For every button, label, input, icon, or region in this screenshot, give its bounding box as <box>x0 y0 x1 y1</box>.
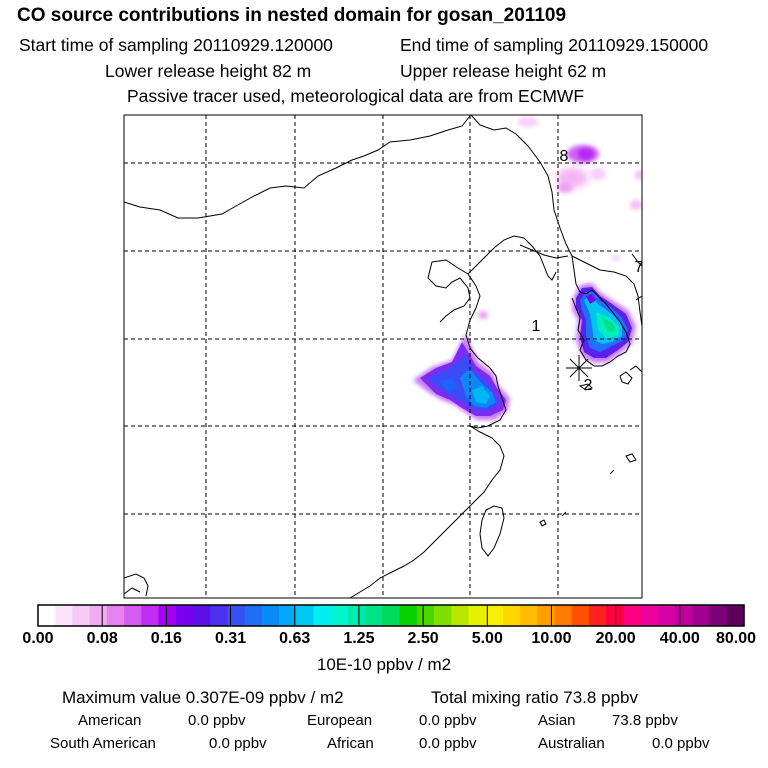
color-bar-segment <box>502 605 521 626</box>
color-bar-segment <box>106 605 125 626</box>
color-bar-segment <box>623 605 642 626</box>
color-bar-segment <box>89 605 108 626</box>
legend-tick-label: 0.63 <box>279 630 311 647</box>
color-bar-segment <box>554 605 573 626</box>
color-bar-segment <box>657 605 676 626</box>
color-bar-segment <box>537 605 556 626</box>
sampling-end-time: End time of sampling 20110929.150000 <box>400 35 709 55</box>
color-bar-segment <box>313 605 332 626</box>
color-bar-segment <box>38 605 56 626</box>
color-bar-segment <box>726 605 745 626</box>
legend-tick-label: 0.08 <box>86 630 118 647</box>
legend-tick-label: 0.00 <box>22 630 54 647</box>
color-bar-segment <box>709 605 728 626</box>
color-bar-segment <box>675 605 693 626</box>
color-bar-segment <box>227 605 246 626</box>
region-value-american: 0.0 ppbv <box>188 712 246 729</box>
color-bar-segment <box>416 605 435 626</box>
legend-tick-label: 0.31 <box>214 630 247 647</box>
color-bar-segment <box>55 605 74 626</box>
marker-label-8: 8 <box>560 148 569 165</box>
color-bar-segment <box>692 605 711 626</box>
color-bar-segment <box>175 605 194 626</box>
color-bar-segment <box>210 605 229 626</box>
map-title: CO source contributions in nested domain… <box>17 5 567 26</box>
legend-tick-label: 5.00 <box>471 630 503 647</box>
color-bar-segment <box>158 605 177 626</box>
color-bar-segment <box>72 605 91 626</box>
region-value-australian: 0.0 ppbv <box>652 735 710 752</box>
tracer-info: Passive tracer used, meteorological data… <box>127 86 585 106</box>
region-value-asian: 73.8 ppbv <box>612 712 678 729</box>
region-name-african: African <box>327 735 374 752</box>
color-bar-segment <box>571 605 590 626</box>
color-bar-segment <box>520 605 538 626</box>
color-scale-bar <box>37 604 745 627</box>
color-bar-segment <box>244 605 263 626</box>
marker-label-2: 2 <box>584 377 593 394</box>
color-bar-segment <box>589 605 607 626</box>
region-name-european: European <box>307 712 373 729</box>
color-bar-segment <box>279 605 297 626</box>
color-bar-segment <box>192 605 211 626</box>
region-name-south-american: South American <box>50 735 156 752</box>
legend-tick-label: 80.00 <box>715 630 757 647</box>
marker-label-1: 1 <box>532 318 541 335</box>
region-name-asian: Asian <box>538 712 576 729</box>
region-name-australian: Australian <box>538 735 605 752</box>
sampling-start-time: Start time of sampling 20110929.120000 <box>19 35 333 55</box>
release-site-star-marker <box>566 355 592 381</box>
graticule <box>124 115 642 598</box>
color-bar-segment <box>365 605 383 626</box>
region-value-south-american: 0.0 ppbv <box>209 735 267 752</box>
color-bar-segment <box>141 605 160 626</box>
color-bar-segment <box>485 605 504 626</box>
color-bar-segment <box>261 605 280 626</box>
plume-east-china <box>413 334 510 420</box>
map-frame <box>123 114 643 599</box>
color-bar-frame <box>37 604 745 627</box>
legend-tick-label: 20.00 <box>595 630 636 647</box>
legend-unit-label: 10E-10 ppbv / m2 <box>316 655 452 674</box>
color-bar-segment <box>124 605 142 626</box>
upper-release-height: Upper release height 62 m <box>400 61 607 81</box>
color-bar-segment <box>347 605 366 626</box>
region-value-african: 0.0 ppbv <box>419 735 477 752</box>
legend-tick-label: 1.25 <box>343 630 375 647</box>
lower-release-height: Lower release height 82 m <box>105 61 312 81</box>
total-mixing-ratio: Total mixing ratio 73.8 ppbv <box>431 688 638 707</box>
color-bar-segment <box>296 605 315 626</box>
color-bar-segment <box>640 605 659 626</box>
region-value-european: 0.0 ppbv <box>419 712 477 729</box>
coastlines <box>124 115 642 598</box>
color-bar-segment <box>382 605 401 626</box>
color-bar-segment <box>434 605 452 626</box>
legend-tick-label: 2.50 <box>407 630 439 647</box>
legend-tick-label: 40.00 <box>659 630 700 647</box>
max-value: Maximum value 0.307E-09 ppbv / m2 <box>62 688 344 707</box>
color-bar-segment <box>330 605 349 626</box>
legend-tick-label: 0.16 <box>150 630 182 647</box>
color-bar-segment <box>468 605 487 626</box>
region-name-american: American <box>78 712 142 729</box>
plume-korea <box>572 283 636 363</box>
marker-label-7: 7 <box>635 259 644 276</box>
legend-tick-label: 10.00 <box>531 630 572 647</box>
plume-faint-northeast <box>478 117 642 319</box>
color-bar-segment <box>451 605 470 626</box>
color-bar-segment <box>399 605 418 626</box>
